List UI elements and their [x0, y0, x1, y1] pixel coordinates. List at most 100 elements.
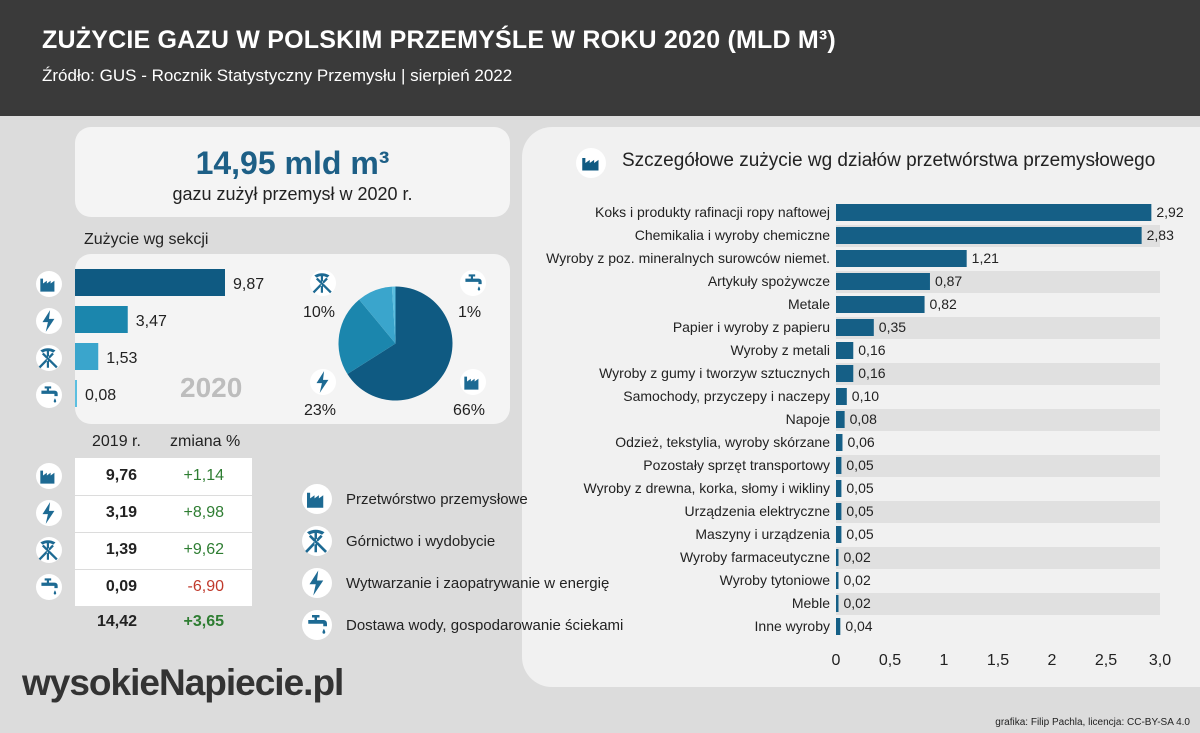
detail-bar: [836, 595, 839, 612]
category-label: Pozostały sprzęt transportowy: [643, 457, 830, 473]
lightning-icon: [36, 308, 62, 334]
section-bar: [75, 269, 225, 296]
detail-bar: [836, 480, 842, 497]
table-value-2019: 9,76: [105, 467, 137, 484]
category-label: Metale: [788, 296, 830, 312]
pie-slice: [391, 286, 396, 344]
detail-bar: [836, 457, 842, 474]
detail-bar: [836, 227, 1142, 244]
total-box: 14,95 mld m³ gazu zużył przemysł w 2020 …: [75, 127, 510, 217]
site-logo[interactable]: wysokieNapiecie.pl: [22, 662, 344, 704]
value-label: 0,06: [847, 434, 874, 450]
detail-bar: [836, 273, 930, 290]
detail-bar: [836, 388, 847, 405]
section-bar: [75, 380, 77, 407]
category-label: Maszyny i urządzenia: [695, 526, 830, 542]
table-value-change: +8,98: [183, 504, 224, 521]
x-tick-label: 2,5: [1095, 652, 1117, 669]
value-label: 0,05: [846, 526, 873, 542]
category-label: Wyroby farmaceutyczne: [680, 549, 830, 565]
detail-chart-title: Szczegółowe zużycie wg działów przetwórs…: [622, 150, 1156, 171]
section-bar-label: 1,53: [106, 350, 137, 367]
value-label: 2,83: [1147, 227, 1174, 243]
detail-bar: [836, 296, 925, 313]
detail-bar: [836, 204, 1152, 221]
legend-item: Dostawa wody, gospodarowanie ściekami: [346, 617, 624, 634]
section-bar-label: 9,87: [233, 276, 264, 293]
x-tick-label: 3,0: [1149, 652, 1171, 669]
table-value-2019: 3,19: [105, 504, 137, 521]
section-bar: [75, 306, 128, 333]
logo-text: wysokieNapiecie.pl: [22, 662, 344, 703]
table-total-2019: 14,42: [96, 613, 137, 630]
value-label: 0,02: [844, 549, 871, 565]
legend-item: Wytwarzanie i zaopatrywanie w energię: [346, 575, 610, 592]
category-label: Urządzenia elektryczne: [684, 503, 830, 519]
value-label: 0,16: [858, 365, 885, 381]
table-separator: [75, 532, 252, 533]
value-label: 0,05: [846, 480, 873, 496]
table-separator: [75, 495, 252, 496]
header-bar: ZUŻYCIE GAZU W POLSKIM PRZEMYŚLE W ROKU …: [0, 0, 1200, 116]
table-header-2019: 2019 r.: [92, 433, 141, 450]
mining-icon: [310, 270, 336, 296]
category-label: Koks i produkty rafinacji ropy naftowej: [595, 204, 830, 220]
sections-title: Zużycie wg sekcji: [84, 231, 209, 248]
value-label: 0,05: [846, 503, 873, 519]
water-tap-icon: [302, 610, 332, 640]
table-separator: [75, 569, 252, 570]
row-band: [836, 547, 1160, 569]
value-label: 0,16: [858, 342, 885, 358]
legend-item: Przetwórstwo przemysłowe: [346, 491, 528, 508]
detail-bar-chart: Koks i produkty rafinacji ropy naftowej 2…: [546, 204, 1184, 669]
section-bar: [75, 343, 99, 370]
lightning-icon: [36, 500, 62, 526]
water-tap-icon: [36, 574, 62, 600]
x-tick-label: 2: [1048, 652, 1057, 669]
table-value-2019: 1,39: [105, 541, 137, 558]
category-label: Papier i wyroby z papieru: [673, 319, 830, 335]
category-label: Chemikalia i wyroby chemiczne: [635, 227, 831, 243]
credit-line: grafika: Filip Pachla, licencja: CC-BY-S…: [995, 717, 1190, 728]
category-label: Wyroby z poz. mineralnych surowców nieme…: [546, 250, 830, 266]
pie-slice: [359, 286, 396, 344]
x-tick-label: 1: [940, 652, 949, 669]
factory-icon: [460, 369, 486, 395]
category-label: Wyroby tytoniowe: [720, 572, 831, 588]
detail-bar: [836, 411, 845, 428]
category-label: Meble: [792, 595, 830, 611]
detail-bar: [836, 365, 854, 382]
detail-bar: [836, 572, 839, 589]
pie-slice: [338, 299, 396, 375]
section-bar-label: 0,08: [85, 387, 116, 404]
value-label: 0,10: [852, 388, 879, 404]
mining-icon: [302, 526, 332, 556]
value-label: 0,04: [845, 618, 872, 634]
water-tap-icon: [460, 270, 486, 296]
pie-percent-label: 66%: [453, 402, 486, 419]
section-pie-chart: [338, 286, 453, 401]
row-band: [836, 455, 1160, 477]
value-label: 0,35: [879, 319, 906, 335]
pie-percent-label: 23%: [304, 402, 337, 419]
row-band: [836, 501, 1160, 523]
detail-bar: [836, 618, 841, 635]
row-band: [836, 593, 1160, 615]
lightning-icon: [302, 568, 332, 598]
x-tick-label: 1,5: [987, 652, 1009, 669]
table-value-2019: 0,09: [105, 578, 137, 595]
row-band: [836, 317, 1160, 339]
table-header-change: zmiana %: [170, 433, 241, 450]
pie-percent-label: 10%: [303, 304, 336, 321]
category-label: Wyroby z metali: [731, 342, 830, 358]
detail-bar: [836, 549, 839, 566]
detail-bar: [836, 250, 967, 267]
factory-icon: [302, 484, 332, 514]
mining-icon: [36, 537, 62, 563]
pie-percent-label: 1%: [458, 304, 482, 321]
value-label: 0,02: [844, 572, 871, 588]
legend-item: Górnictwo i wydobycie: [346, 533, 496, 550]
total-subtitle: gazu zużył przemysł w 2020 r.: [172, 184, 413, 204]
detail-chart-factory-icon: [576, 148, 606, 178]
detail-bar: [836, 434, 843, 451]
